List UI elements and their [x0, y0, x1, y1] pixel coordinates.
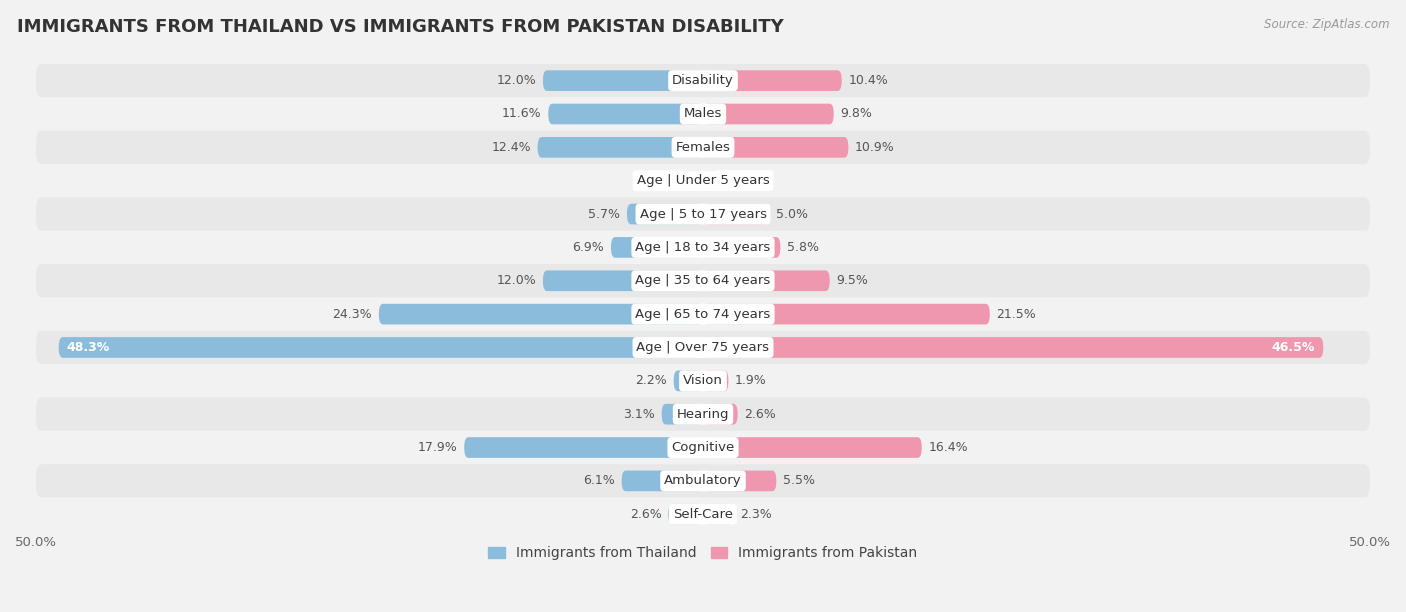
FancyBboxPatch shape	[37, 264, 1369, 297]
Text: Hearing: Hearing	[676, 408, 730, 420]
Text: 17.9%: 17.9%	[418, 441, 457, 454]
FancyBboxPatch shape	[703, 337, 1323, 358]
Text: 2.2%: 2.2%	[636, 375, 666, 387]
FancyBboxPatch shape	[627, 204, 703, 225]
Text: Age | 5 to 17 years: Age | 5 to 17 years	[640, 207, 766, 220]
Text: Disability: Disability	[672, 74, 734, 87]
FancyBboxPatch shape	[37, 131, 1369, 164]
Text: 1.1%: 1.1%	[724, 174, 756, 187]
FancyBboxPatch shape	[703, 103, 834, 124]
FancyBboxPatch shape	[37, 198, 1369, 231]
FancyBboxPatch shape	[703, 404, 738, 425]
Text: 5.7%: 5.7%	[588, 207, 620, 220]
FancyBboxPatch shape	[59, 337, 703, 358]
FancyBboxPatch shape	[703, 237, 780, 258]
FancyBboxPatch shape	[703, 170, 717, 191]
Text: 12.0%: 12.0%	[496, 74, 536, 87]
FancyBboxPatch shape	[37, 164, 1369, 198]
Text: 2.6%: 2.6%	[630, 508, 662, 521]
FancyBboxPatch shape	[37, 297, 1369, 331]
Text: 24.3%: 24.3%	[333, 308, 373, 321]
FancyBboxPatch shape	[703, 437, 922, 458]
Text: 12.0%: 12.0%	[496, 274, 536, 287]
FancyBboxPatch shape	[37, 331, 1369, 364]
FancyBboxPatch shape	[37, 97, 1369, 131]
FancyBboxPatch shape	[537, 137, 703, 158]
Text: 5.8%: 5.8%	[787, 241, 820, 254]
FancyBboxPatch shape	[464, 437, 703, 458]
Text: 9.5%: 9.5%	[837, 274, 869, 287]
FancyBboxPatch shape	[543, 271, 703, 291]
FancyBboxPatch shape	[37, 498, 1369, 531]
Text: Age | Under 5 years: Age | Under 5 years	[637, 174, 769, 187]
Text: 16.4%: 16.4%	[928, 441, 969, 454]
Text: 6.9%: 6.9%	[572, 241, 605, 254]
Text: 6.1%: 6.1%	[583, 474, 614, 487]
FancyBboxPatch shape	[37, 64, 1369, 97]
FancyBboxPatch shape	[37, 398, 1369, 431]
Text: Age | Over 75 years: Age | Over 75 years	[637, 341, 769, 354]
FancyBboxPatch shape	[703, 70, 842, 91]
Text: 2.3%: 2.3%	[741, 508, 772, 521]
Text: Cognitive: Cognitive	[672, 441, 734, 454]
Legend: Immigrants from Thailand, Immigrants from Pakistan: Immigrants from Thailand, Immigrants fro…	[482, 541, 924, 566]
Text: 12.4%: 12.4%	[491, 141, 531, 154]
Text: 9.8%: 9.8%	[841, 108, 872, 121]
Text: 46.5%: 46.5%	[1272, 341, 1315, 354]
FancyBboxPatch shape	[668, 504, 703, 524]
FancyBboxPatch shape	[703, 471, 776, 491]
Text: Age | 35 to 64 years: Age | 35 to 64 years	[636, 274, 770, 287]
Text: Vision: Vision	[683, 375, 723, 387]
Text: Age | 65 to 74 years: Age | 65 to 74 years	[636, 308, 770, 321]
Text: 5.5%: 5.5%	[783, 474, 815, 487]
Text: 11.6%: 11.6%	[502, 108, 541, 121]
FancyBboxPatch shape	[703, 137, 848, 158]
FancyBboxPatch shape	[37, 465, 1369, 498]
Text: Age | 18 to 34 years: Age | 18 to 34 years	[636, 241, 770, 254]
Text: Males: Males	[683, 108, 723, 121]
Text: 1.9%: 1.9%	[735, 375, 766, 387]
Text: 5.0%: 5.0%	[776, 207, 808, 220]
Text: 48.3%: 48.3%	[66, 341, 110, 354]
Text: 21.5%: 21.5%	[997, 308, 1036, 321]
Text: 1.2%: 1.2%	[648, 174, 681, 187]
Text: 10.4%: 10.4%	[848, 74, 889, 87]
FancyBboxPatch shape	[543, 70, 703, 91]
FancyBboxPatch shape	[703, 204, 769, 225]
Text: IMMIGRANTS FROM THAILAND VS IMMIGRANTS FROM PAKISTAN DISABILITY: IMMIGRANTS FROM THAILAND VS IMMIGRANTS F…	[17, 18, 783, 36]
FancyBboxPatch shape	[673, 370, 703, 391]
FancyBboxPatch shape	[378, 304, 703, 324]
FancyBboxPatch shape	[703, 304, 990, 324]
FancyBboxPatch shape	[37, 431, 1369, 465]
FancyBboxPatch shape	[621, 471, 703, 491]
FancyBboxPatch shape	[37, 231, 1369, 264]
FancyBboxPatch shape	[703, 504, 734, 524]
FancyBboxPatch shape	[662, 404, 703, 425]
Text: Females: Females	[675, 141, 731, 154]
FancyBboxPatch shape	[688, 170, 703, 191]
Text: Self-Care: Self-Care	[673, 508, 733, 521]
FancyBboxPatch shape	[703, 370, 728, 391]
FancyBboxPatch shape	[37, 364, 1369, 398]
FancyBboxPatch shape	[612, 237, 703, 258]
Text: 3.1%: 3.1%	[623, 408, 655, 420]
Text: Ambulatory: Ambulatory	[664, 474, 742, 487]
Text: 10.9%: 10.9%	[855, 141, 894, 154]
FancyBboxPatch shape	[703, 271, 830, 291]
Text: Source: ZipAtlas.com: Source: ZipAtlas.com	[1264, 18, 1389, 31]
Text: 2.6%: 2.6%	[744, 408, 776, 420]
FancyBboxPatch shape	[548, 103, 703, 124]
